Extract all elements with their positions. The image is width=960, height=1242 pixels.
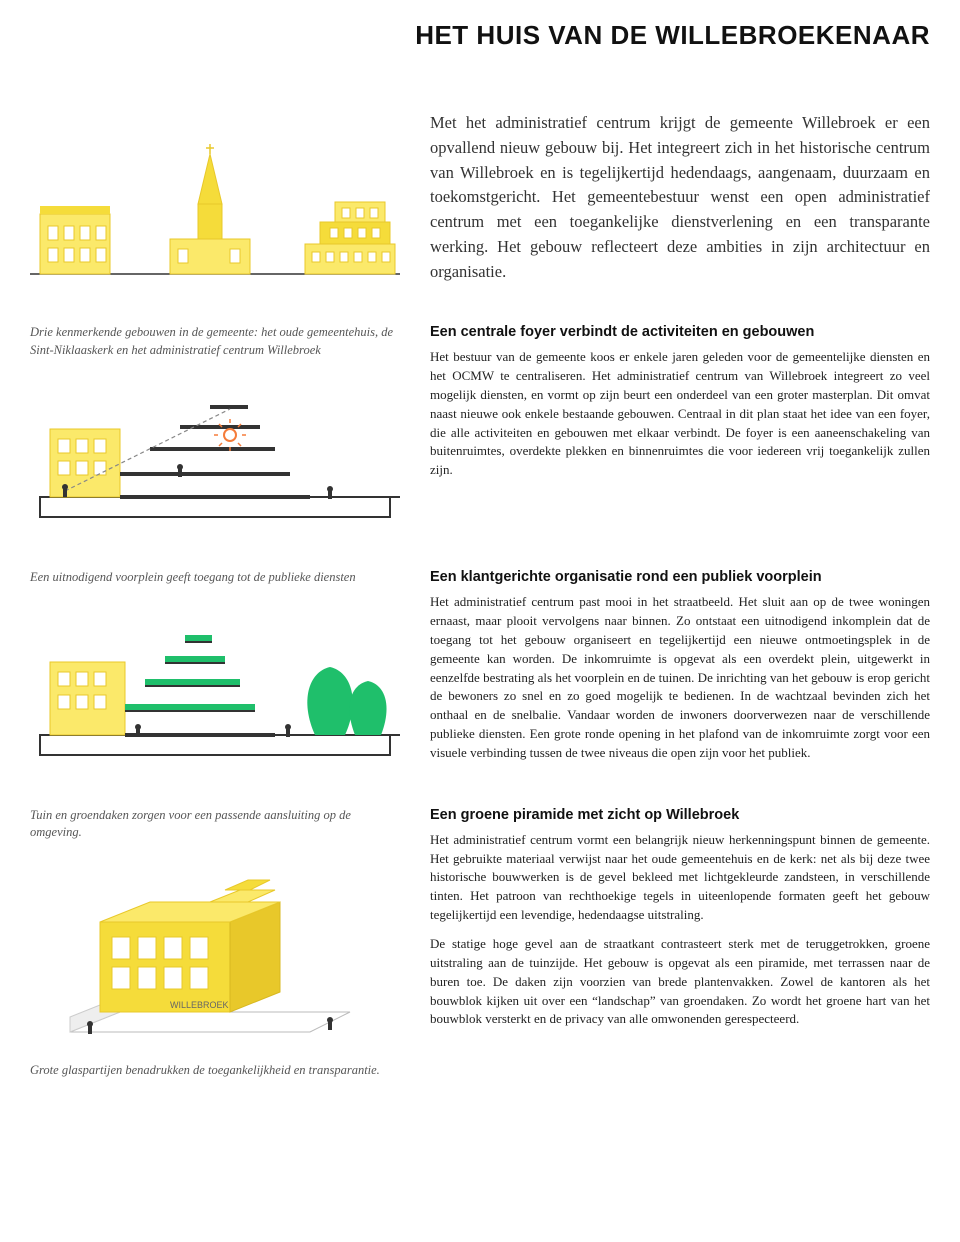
illus-three-buildings — [30, 144, 400, 284]
caption-2: Een uitnodigend voorplein geeft toegang … — [30, 569, 400, 587]
intro-text: Met het administratief centrum krijgt de… — [430, 111, 930, 284]
caption-3: Tuin en groendaken zorgen voor een passe… — [30, 807, 400, 842]
s2-body: Het administratief centrum past mooi in … — [430, 593, 930, 763]
s2-col: Een klantgerichte organisatie rond een p… — [430, 569, 930, 767]
s3-heading: Een groene piramide met zicht op Willebr… — [430, 807, 930, 823]
left-col-4: Tuin en groendaken zorgen voor een passe… — [30, 807, 400, 1080]
row-s3: Tuin en groendaken zorgen voor een passe… — [30, 807, 930, 1080]
row-intro: Met het administratief centrum krijgt de… — [30, 111, 930, 284]
page-title: HET HUIS VAN DE WILLEBROEKENAAR — [30, 20, 930, 51]
row-s2: Een uitnodigend voorplein geeft toegang … — [30, 569, 930, 767]
illus-section-entrance — [30, 379, 400, 529]
left-col-1 — [30, 111, 400, 284]
row-s1: Drie kenmerkende gebouwen in de gemeente… — [30, 324, 930, 529]
s1-body: Het bestuur van de gemeente koos er enke… — [430, 348, 930, 480]
svg-text:WILLEBROEK: WILLEBROEK — [170, 1000, 229, 1010]
left-col-2: Drie kenmerkende gebouwen in de gemeente… — [30, 324, 400, 529]
s3-body1: Het administratief centrum vormt een bel… — [430, 831, 930, 925]
caption-1: Drie kenmerkende gebouwen in de gemeente… — [30, 324, 400, 359]
left-col-3: Een uitnodigend voorplein geeft toegang … — [30, 569, 400, 767]
s1-heading: Een centrale foyer verbindt de activitei… — [430, 324, 930, 340]
s3-body2: De statige hoge gevel aan de straatkant … — [430, 935, 930, 1029]
caption-4: Grote glaspartijen benadrukken de toegan… — [30, 1062, 400, 1080]
s3-col: Een groene piramide met zicht op Willebr… — [430, 807, 930, 1080]
illus-section-greenroofs — [30, 607, 400, 767]
s2-heading: Een klantgerichte organisatie rond een p… — [430, 569, 930, 585]
illus-axon-building: WILLEBROEK — [30, 862, 400, 1052]
intro-col: Met het administratief centrum krijgt de… — [430, 111, 930, 284]
s1-col: Een centrale foyer verbindt de activitei… — [430, 324, 930, 529]
